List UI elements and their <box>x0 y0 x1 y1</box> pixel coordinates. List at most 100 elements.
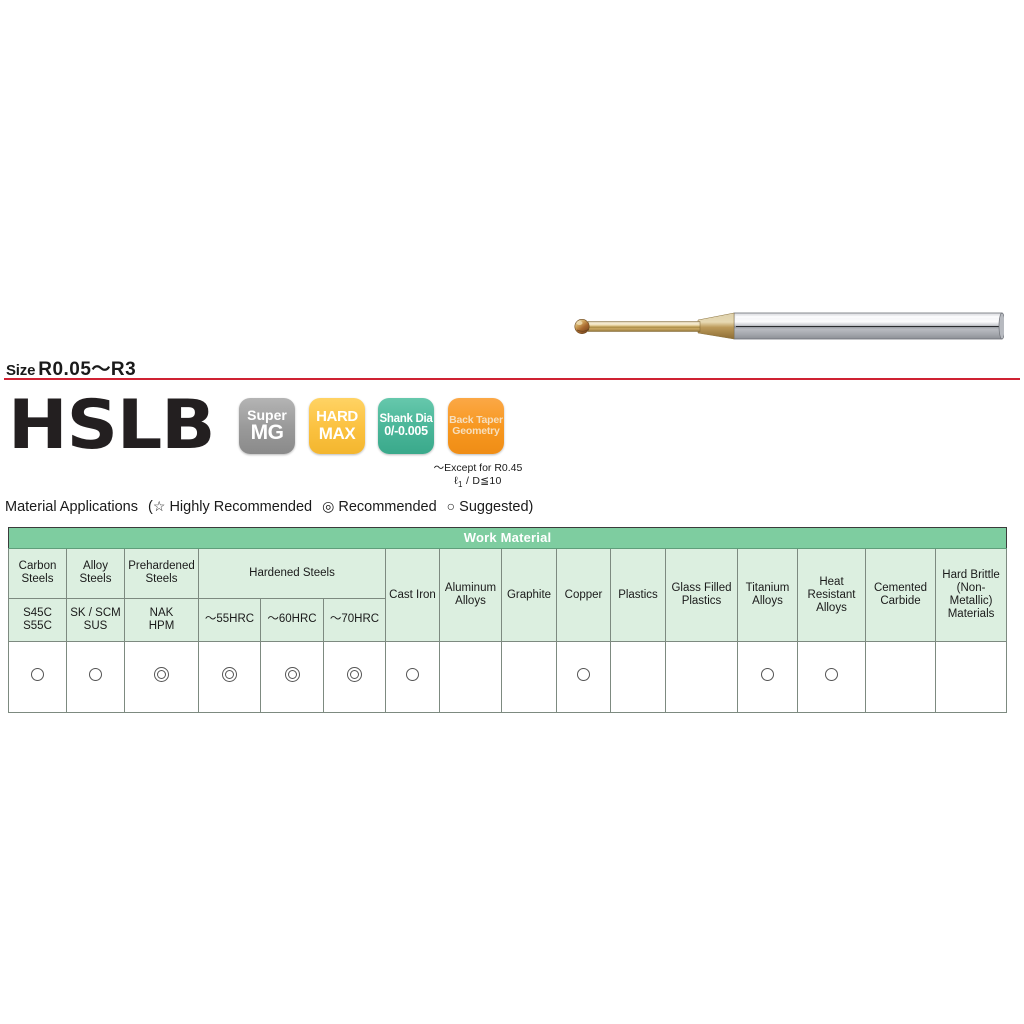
mark-suggested-icon <box>405 667 420 682</box>
badge-hard-max: HARD MAX <box>309 398 365 454</box>
header-prehardened-steels-l2: Steels <box>145 573 178 586</box>
work-material-table: Work Material Carbon Steels Alloy Steels… <box>7 527 1008 713</box>
badge-super-mg-line2: MG <box>250 421 284 445</box>
cell-hardened-steels-60hrc <box>260 641 324 713</box>
cell-graphite <box>501 641 557 713</box>
header-hardened-steels-60hrc: ～60HRC <box>260 597 324 643</box>
legend-single-label: Suggested <box>459 499 529 515</box>
header-heat-resistant-alloys: Heat Resistant Alloys <box>797 548 866 642</box>
header-alloy-steels: Alloy Steels <box>66 548 125 599</box>
header-hardened-steels-70hrc: ～70HRC <box>323 597 386 643</box>
cell-aluminum-alloys <box>439 641 502 713</box>
header-alloy-steels-code-l2: SUS <box>83 619 108 632</box>
badge-shank-dia-line1: Shank Dia <box>379 413 433 426</box>
tool-ball-nose-tip <box>574 318 590 334</box>
mark-suggested-icon <box>824 667 839 682</box>
cell-hardened-steels-55hrc <box>198 641 261 713</box>
cell-carbon-steels <box>8 641 67 713</box>
header-carbon-steels-code-l1: S45C <box>23 606 52 619</box>
header-glass-filled-plastics-l1: Glass Filled <box>671 582 732 594</box>
header-cast-iron: Cast Iron <box>385 548 440 642</box>
badge-exception-note: ～Except for R0.45 ℓ1 / D≦10 <box>398 462 558 491</box>
header-heat-resistant-alloys-l1: Heat <box>819 575 844 588</box>
header-cemented-carbide-l2: Carbide <box>880 595 921 607</box>
legend-close-paren: ) <box>528 499 534 515</box>
mark-suggested-icon <box>30 667 45 682</box>
star-icon: ☆ <box>152 498 166 514</box>
badge-shank-dia-line2: 0/-0.005 <box>384 424 428 439</box>
badge-super-mg-line1: Super <box>247 406 287 423</box>
badge-note-l-subscript: 1 <box>458 479 463 489</box>
header-plastics-l1: Plastics <box>618 588 658 601</box>
product-photo-ball-end-mill <box>574 312 1004 340</box>
header-copper: Copper <box>556 548 611 642</box>
work-material-banner: Work Material <box>7 527 1008 549</box>
header-aluminum-alloys-l2: Alloys <box>455 595 486 607</box>
header-plastics: Plastics <box>610 548 666 642</box>
cell-hardened-steels-70hrc <box>323 641 386 713</box>
table-header-row-top: Carbon Steels Alloy Steels Prehardened S… <box>8 548 1008 642</box>
mark-empty <box>893 667 908 682</box>
header-alloy-steels-code: SK / SCM SUS <box>66 597 125 643</box>
badge-hard-max-line1: HARD <box>316 408 358 426</box>
mark-suggested-icon <box>760 667 775 682</box>
badge-note-l-symbol: ℓ <box>454 474 459 487</box>
header-prehardened-steels-code: NAK HPM <box>124 597 199 643</box>
legend-star-label: Highly Recommended <box>169 499 313 515</box>
mark-empty <box>631 667 646 682</box>
header-heat-resistant-alloys-l3: Alloys <box>816 601 847 614</box>
mark-recommended-icon <box>222 667 237 682</box>
brand-name-hslb: HSLB <box>8 385 216 465</box>
cell-alloy-steels <box>66 641 125 713</box>
cell-titanium-alloys <box>737 641 798 713</box>
cell-prehardened-steels <box>124 641 199 713</box>
badge-back-taper-line2: Geometry <box>452 425 500 437</box>
mark-suggested-icon <box>576 667 591 682</box>
header-cemented-carbide: Cemented Carbide <box>865 548 936 642</box>
legend-title: Material Applications <box>5 499 138 515</box>
header-prehardened-steels-code-l2: HPM <box>148 619 175 632</box>
header-graphite-l1: Graphite <box>506 588 552 601</box>
header-titanium-alloys-l1: Titanium <box>745 582 790 594</box>
legend-open-paren: ( <box>148 499 153 515</box>
header-prehardened-steels: Prehardened Steels <box>124 548 199 599</box>
mark-suggested-icon <box>88 667 103 682</box>
header-copper-l1: Copper <box>564 588 603 601</box>
double-circle-icon: ◎ <box>322 498 335 514</box>
header-carbon-steels: Carbon Steels <box>8 548 67 599</box>
cell-plastics <box>610 641 666 713</box>
single-circle-icon: ○ <box>446 498 456 514</box>
header-heat-resistant-alloys-l2: Resistant <box>807 588 856 601</box>
header-carbon-steels-code-l2: S55C <box>23 619 52 632</box>
badge-back-taper: Back Taper Geometry <box>448 398 504 454</box>
table-header-row-sub: S45C S55C SK / SCM SUS NAK HPM ～55HRC ～6… <box>8 597 1007 643</box>
header-cast-iron-l1: Cast Iron <box>389 588 436 601</box>
size-label: Size <box>6 362 36 379</box>
brand-row: HSLB Super MG HARD MAX Shank Dia 0/-0.00… <box>0 385 1024 500</box>
tool-shank <box>733 312 1004 340</box>
header-alloy-steels-l2: Steels <box>79 573 112 586</box>
size-line: Size R0.05～R3 <box>6 354 136 381</box>
badge-note-line1: ～Except for R0.45 <box>433 462 523 474</box>
badge-super-mg: Super MG <box>239 398 295 454</box>
header-hardened-steels-group: Hardened Steels <box>198 548 386 599</box>
size-value: R0.05～R3 <box>38 359 137 380</box>
badge-hard-max-line2: MAX <box>318 423 356 443</box>
header-hard-brittle-l2: (Non-Metallic) <box>949 582 993 607</box>
header-alloy-steels-code-l1: SK / SCM <box>70 606 121 619</box>
header-prehardened-steels-l1: Prehardened <box>128 560 195 573</box>
legend-double-label: Recommended <box>338 499 437 515</box>
mark-empty <box>522 667 537 682</box>
header-carbon-steels-l2: Steels <box>21 573 54 586</box>
mark-recommended-icon <box>154 667 169 682</box>
mark-empty <box>694 667 709 682</box>
cell-cast-iron <box>385 641 440 713</box>
header-hard-brittle-materials: Hard Brittle (Non-Metallic) Materials <box>934 548 1008 642</box>
header-prehardened-steels-code-l1: NAK <box>149 606 174 619</box>
header-aluminum-alloys: Aluminum Alloys <box>439 548 502 642</box>
cell-cemented-carbide <box>865 641 936 713</box>
header-hard-brittle-l3: Materials <box>947 608 995 620</box>
mark-empty <box>463 667 478 682</box>
header-titanium-alloys-l2: Alloys <box>752 595 783 607</box>
mark-recommended-icon <box>347 667 362 682</box>
